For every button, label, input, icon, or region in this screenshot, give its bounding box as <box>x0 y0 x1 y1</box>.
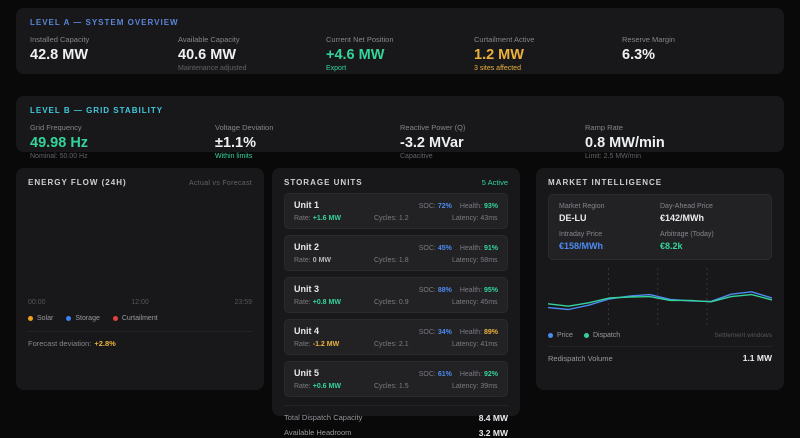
market-legend: Price Dispatch Settlement windows <box>548 332 772 339</box>
forecast-deviation-value: +2.8% <box>94 339 116 348</box>
storage-unit-row-5[interactable]: Unit 5 SOC: 61% Health: 92% Rate: +0.6 MW … <box>284 361 508 397</box>
solar-dot-icon <box>28 316 33 321</box>
market-title: MARKET INTELLIGENCE <box>548 178 663 187</box>
health-value: 91% <box>483 245 498 252</box>
total-dispatch-capacity: Total Dispatch Capacity 8.4 MW <box>284 413 508 423</box>
panel-b-title: LEVEL B — GRID STABILITY <box>30 106 164 115</box>
health-value: 92% <box>483 371 498 378</box>
metric-voltage-deviation: Voltage Deviation ±1.1% Within limits <box>215 123 274 160</box>
intraday-price: Intraday Price €158/MWh <box>559 231 604 251</box>
cycles-value: Cycles: 1.8 <box>374 257 409 264</box>
metric-installed-capacity: Installed Capacity 42.8 MW <box>30 35 90 63</box>
available-headroom: Available Headroom 3.2 MW <box>284 428 508 438</box>
legend-item-solar: Solar <box>28 315 53 322</box>
forecast-deviation: Forecast deviation: +2.8% <box>28 331 252 348</box>
rate-value: -1.2 MW <box>312 341 340 348</box>
dispatch-dot-icon <box>583 333 589 338</box>
energy-flow-legend: Solar Storage Curtailment <box>28 315 252 322</box>
metric-available-capacity: Available Capacity 40.6 MW Maintenance a… <box>178 35 247 72</box>
x-tick-end: 23:59 <box>234 299 252 306</box>
settlement-windows-note: Settlement windows <box>714 332 772 339</box>
market-chart <box>548 268 772 326</box>
arbitrage-today: Arbitrage (Today) €8.2k <box>660 231 714 251</box>
cycles-value: Cycles: 0.9 <box>374 299 409 306</box>
cycles-value: Cycles: 1.5 <box>374 383 409 390</box>
soc-value: 88% <box>437 287 452 294</box>
latency-value: Latency: 41ms <box>452 341 498 348</box>
metric-reserve-margin: Reserve Margin 6.3% <box>622 35 675 63</box>
storage-active-badge: 5 Active <box>481 178 508 187</box>
market-summary-card: Market Region DE-LU Day-Ahead Price €142… <box>548 194 772 260</box>
cycles-value: Cycles: 1.2 <box>374 215 409 222</box>
legend-item-dispatch: Dispatch <box>583 332 620 339</box>
soc-value: 34% <box>437 329 452 336</box>
rate-value: 0 MW <box>312 257 332 264</box>
soc-value: 45% <box>437 245 452 252</box>
panel-a-title: LEVEL A — SYSTEM OVERVIEW <box>30 18 179 27</box>
latency-value: Latency: 43ms <box>452 215 498 222</box>
energy-flow-x-axis: 00:00 12:00 23:59 <box>28 299 252 306</box>
panel-system-overview: LEVEL A — SYSTEM OVERVIEW Installed Capa… <box>16 8 784 74</box>
x-tick-mid: 12:00 <box>131 299 149 306</box>
metric-grid-frequency: Grid Frequency 49.98 Hz Nominal: 50.00 H… <box>30 123 89 160</box>
storage-unit-row-3[interactable]: Unit 3 SOC: 88% Health: 95% Rate: +0.8 MW … <box>284 277 508 313</box>
health-value: 89% <box>483 329 498 336</box>
panel-storage-units: STORAGE UNITS 5 Active Unit 1 SOC: 72% He… <box>272 168 520 438</box>
panel-grid-stability: LEVEL B — GRID STABILITY Grid Frequency … <box>16 96 784 160</box>
health-value: 95% <box>483 287 498 294</box>
market-region: Market Region DE-LU <box>559 203 605 223</box>
x-tick-start: 00:00 <box>28 299 46 306</box>
soc-value: 61% <box>437 371 452 378</box>
storage-unit-row-4[interactable]: Unit 4 SOC: 34% Health: 89% Rate: -1.2 MW … <box>284 319 508 355</box>
legend-item-curtailment: Curtailment <box>112 315 158 322</box>
storage-totals: Total Dispatch Capacity 8.4 MW Available… <box>284 405 508 438</box>
level-b-metrics: Grid Frequency 49.98 Hz Nominal: 50.00 H… <box>30 123 770 160</box>
energy-flow-title: ENERGY FLOW (24H) <box>28 178 127 187</box>
redispatch-volume: Redispatch Volume 1.1 MW <box>548 346 772 363</box>
metric-reactive-power: Reactive Power (Q) -3.2 MVar Capacitive <box>400 123 466 160</box>
legend-item-storage: Storage <box>66 315 100 322</box>
latency-value: Latency: 58ms <box>452 257 498 264</box>
cycles-value: Cycles: 2.1 <box>374 341 409 348</box>
energy-flow-chart <box>28 187 252 299</box>
latency-value: Latency: 39ms <box>452 383 498 390</box>
panel-market-intelligence: MARKET INTELLIGENCE Market Region DE-LU … <box>536 168 784 390</box>
level-a-metrics: Installed Capacity 42.8 MW Available Cap… <box>30 35 770 72</box>
latency-value: Latency: 45ms <box>452 299 498 306</box>
rate-value: +0.8 MW <box>312 299 341 306</box>
storage-title: STORAGE UNITS <box>284 178 363 187</box>
metric-net-position: Current Net Position +4.6 MW Export <box>326 35 394 72</box>
rate-value: +0.6 MW <box>312 383 341 390</box>
health-value: 93% <box>483 203 498 210</box>
day-ahead-price: Day-Ahead Price €142/MWh <box>660 203 713 223</box>
panel-energy-flow: ENERGY FLOW (24H) Actual vs Forecast 00:… <box>16 168 264 390</box>
storage-dot-icon <box>66 316 72 321</box>
storage-unit-row-2[interactable]: Unit 2 SOC: 45% Health: 91% Rate: 0 MW Cyc… <box>284 235 508 271</box>
energy-flow-subtitle: Actual vs Forecast <box>189 180 252 187</box>
curtailment-dot-icon <box>112 316 118 321</box>
metric-curtailment: Curtailment Active 1.2 MW 3 sites affect… <box>474 35 535 72</box>
legend-item-price: Price <box>548 332 573 339</box>
soc-value: 72% <box>437 203 452 210</box>
price-dot-icon <box>548 333 553 338</box>
metric-ramp-rate: Ramp Rate 0.8 MW/min Limit: 2.5 MW/min <box>585 123 665 160</box>
storage-unit-row-1[interactable]: Unit 1 SOC: 72% Health: 93% Rate: +1.6 MW … <box>284 193 508 229</box>
rate-value: +1.6 MW <box>312 215 341 222</box>
